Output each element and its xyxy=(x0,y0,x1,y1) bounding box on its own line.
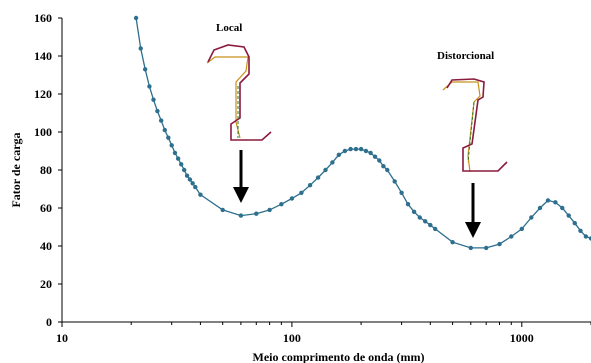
data-point xyxy=(198,192,203,197)
x-tick-label: 10 xyxy=(56,331,68,345)
data-point xyxy=(372,154,378,159)
data-point xyxy=(578,228,583,233)
data-point xyxy=(193,184,198,190)
data-point xyxy=(483,245,489,251)
data-point xyxy=(279,202,284,207)
data-point xyxy=(289,196,295,201)
y-tick-label: 60 xyxy=(40,201,52,215)
data-point xyxy=(155,108,160,114)
data-point xyxy=(187,177,193,182)
distortional-deformed-shape-icon xyxy=(442,81,481,173)
data-point xyxy=(315,175,321,180)
data-point xyxy=(588,236,591,241)
data-point xyxy=(336,152,342,157)
data-point xyxy=(353,146,359,152)
data-point xyxy=(254,211,259,216)
y-tick-label: 140 xyxy=(34,49,52,63)
data-point xyxy=(509,234,514,239)
x-tick-label: 100 xyxy=(283,331,301,345)
data-point xyxy=(529,215,534,220)
data-point xyxy=(267,207,272,213)
data-point xyxy=(583,234,589,239)
distortional-section-web-dash xyxy=(467,101,475,163)
y-tick-label: 100 xyxy=(34,125,52,139)
y-tick-label: 0 xyxy=(46,315,52,329)
data-point xyxy=(190,181,195,186)
series-line xyxy=(135,17,591,249)
x-axis-title: Meio comprimento de onda (mm) xyxy=(253,350,425,363)
data-point xyxy=(545,198,551,203)
y-tick-label: 20 xyxy=(40,277,52,291)
data-point xyxy=(175,156,181,161)
distortional-section-shape-icon xyxy=(446,78,508,172)
y-tick-label: 80 xyxy=(40,163,52,177)
data-point xyxy=(428,222,433,228)
data-point xyxy=(519,226,524,232)
annotation-local: Local xyxy=(216,22,242,34)
data-point xyxy=(368,150,373,156)
data-point xyxy=(432,226,438,232)
data-point xyxy=(553,200,558,205)
data-point xyxy=(179,162,184,167)
data-point xyxy=(162,127,168,133)
data-point xyxy=(184,173,190,178)
distortional-mode-sketch: Distorcional xyxy=(437,50,508,238)
data-point xyxy=(560,205,565,211)
local-mode-sketch: Local xyxy=(206,22,272,203)
data-point xyxy=(133,15,139,21)
data-point xyxy=(166,135,171,140)
data-point xyxy=(405,202,411,207)
local-deformed-shape-icon xyxy=(206,56,249,139)
data-point xyxy=(497,241,502,247)
data-point xyxy=(238,213,244,218)
data-point xyxy=(158,118,164,123)
data-point xyxy=(307,183,313,188)
data-point xyxy=(422,219,428,224)
data-point xyxy=(537,205,543,211)
data-point xyxy=(169,143,174,148)
axes: 0 20 40 60 80 100 120 140 160 10 100 1000 Meio compr… xyxy=(9,11,591,363)
data-point xyxy=(572,221,577,226)
data-point xyxy=(450,240,455,245)
data-point xyxy=(377,158,382,163)
data-point xyxy=(363,148,369,154)
y-tick-label: 40 xyxy=(40,239,52,253)
series-layer xyxy=(133,15,591,251)
data-point xyxy=(381,164,386,169)
data-point xyxy=(142,67,148,72)
y-tick-label: 120 xyxy=(34,87,52,101)
data-point xyxy=(566,213,571,218)
y-tick-label: 160 xyxy=(34,11,52,25)
data-point xyxy=(151,97,156,102)
data-point xyxy=(147,84,152,89)
data-point xyxy=(392,179,397,184)
local-arrow-head-icon xyxy=(233,187,249,203)
data-point xyxy=(342,148,348,154)
data-point xyxy=(172,150,178,156)
data-point xyxy=(411,209,417,214)
data-point xyxy=(358,146,364,152)
local-section-shape-icon xyxy=(207,44,272,141)
data-point xyxy=(220,207,225,213)
data-point xyxy=(417,215,422,220)
y-axis-title: Fator de carga xyxy=(9,132,23,207)
data-point xyxy=(181,167,187,173)
data-point xyxy=(385,167,390,173)
x-tick-label: 1000 xyxy=(510,331,534,345)
data-point xyxy=(468,245,473,251)
data-point xyxy=(330,160,335,165)
data-point xyxy=(348,146,353,152)
data-point xyxy=(399,190,404,195)
distortional-arrow-head-icon xyxy=(465,222,481,238)
data-point xyxy=(323,167,328,173)
data-point xyxy=(138,46,143,51)
annotation-distortional: Distorcional xyxy=(437,50,494,62)
data-point xyxy=(299,190,304,195)
